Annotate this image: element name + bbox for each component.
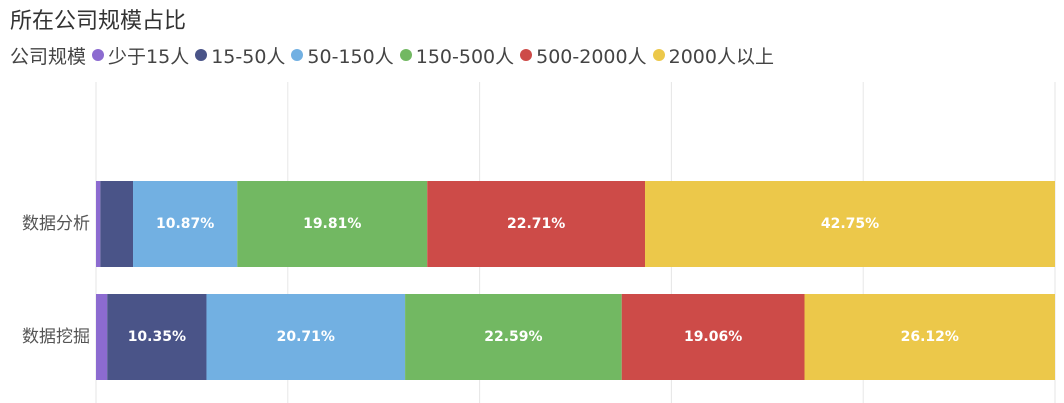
data-label: 19.06%: [684, 329, 742, 345]
legend-label: 500-2000人: [536, 45, 647, 68]
legend-label: 50-150人: [307, 45, 394, 68]
chart-title: 所在公司规模占比: [10, 9, 187, 34]
legend-item[interactable]: 500-2000人: [520, 42, 647, 69]
bar-segment[interactable]: [96, 181, 101, 267]
legend-swatch: [520, 49, 533, 61]
data-label: 10.87%: [156, 216, 214, 232]
bar-segment[interactable]: [645, 181, 1055, 267]
bar-segment[interactable]: [133, 181, 238, 267]
bar-segment[interactable]: [100, 181, 134, 267]
legend-label: 150-500人: [415, 45, 515, 68]
category-label: 数据挖掘: [22, 327, 90, 347]
legend-label: 2000人以上: [668, 45, 774, 68]
data-label: 19.81%: [303, 216, 361, 232]
bar-segment[interactable]: [621, 294, 805, 380]
data-label: 22.59%: [484, 329, 542, 345]
legend-item[interactable]: 少于15人: [92, 42, 189, 69]
data-label: 20.71%: [277, 329, 335, 345]
bar-segment[interactable]: [107, 294, 207, 380]
legend-label: 15-50人: [211, 45, 286, 68]
bar-segment[interactable]: [237, 181, 428, 267]
bar-segment[interactable]: [206, 294, 406, 380]
legend-swatch: [195, 49, 208, 61]
legend-swatch: [399, 49, 412, 61]
legend-items: 少于15人 15-50人 50-150人 150-500人 500-2000人 2000人…: [92, 42, 780, 69]
legend-swatch: [291, 49, 304, 61]
category-label: 数据分析: [22, 214, 90, 234]
data-label: 26.12%: [901, 329, 959, 345]
bar-segment[interactable]: [804, 294, 1055, 380]
legend-title: 公司规模: [10, 45, 87, 68]
data-label: 42.75%: [821, 216, 879, 232]
legend: 公司规模 少于15人 15-50人 50-150人 150-500人 500-2000人…: [10, 42, 780, 68]
legend-item[interactable]: 150-500人: [399, 42, 515, 69]
legend-swatch: [652, 49, 665, 61]
legend-swatch: [92, 49, 105, 61]
legend-item[interactable]: 15-50人: [195, 42, 285, 69]
bar-segment[interactable]: [96, 294, 108, 380]
legend-item[interactable]: 50-150人: [291, 42, 394, 69]
data-label: 10.35%: [128, 329, 186, 345]
bar-segment[interactable]: [427, 181, 646, 267]
legend-label: 少于15人: [108, 45, 190, 68]
bar-segment[interactable]: [405, 294, 622, 380]
data-label: 22.71%: [507, 216, 565, 232]
legend-item[interactable]: 2000人以上: [652, 42, 774, 69]
